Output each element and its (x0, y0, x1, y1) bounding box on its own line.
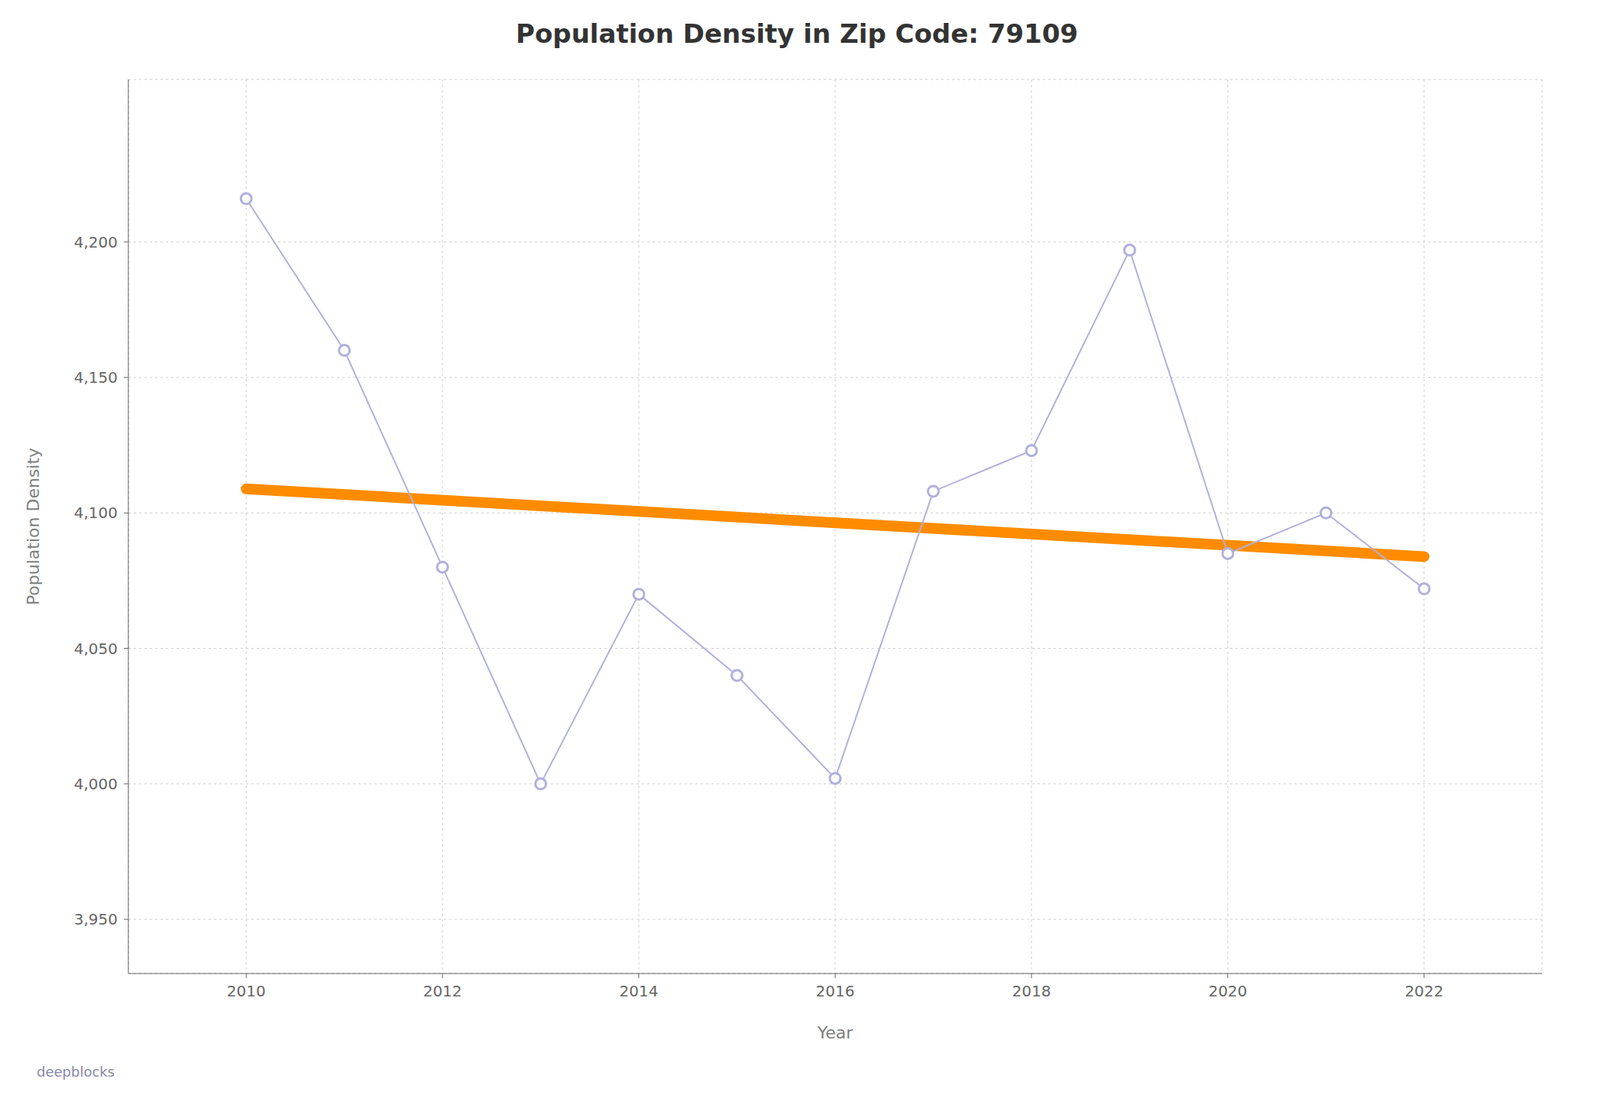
svg-text:4,100: 4,100 (74, 503, 118, 522)
svg-text:Population Density: Population Density (23, 447, 43, 606)
svg-text:2020: 2020 (1208, 981, 1247, 1001)
svg-text:2016: 2016 (816, 981, 856, 1001)
svg-text:4,000: 4,000 (74, 774, 118, 794)
svg-text:2010: 2010 (226, 981, 266, 1001)
svg-text:4,150: 4,150 (74, 368, 118, 387)
svg-text:2018: 2018 (1011, 981, 1051, 1001)
svg-text:2022: 2022 (1404, 981, 1444, 1001)
html-text:Population Density in Zip Code: Population Density in Zip Code: 79109 (515, 18, 1079, 49)
svg-text:4,050: 4,050 (74, 639, 118, 658)
svg-text:Year: Year (816, 1023, 855, 1043)
svg-text:4,200: 4,200 (74, 233, 118, 252)
svg-text:3,950: 3,950 (74, 910, 118, 929)
svg-text:2012: 2012 (423, 981, 463, 1001)
svg-text:2014: 2014 (619, 981, 659, 1001)
html-text:deepblocks: deepblocks (36, 1063, 115, 1080)
